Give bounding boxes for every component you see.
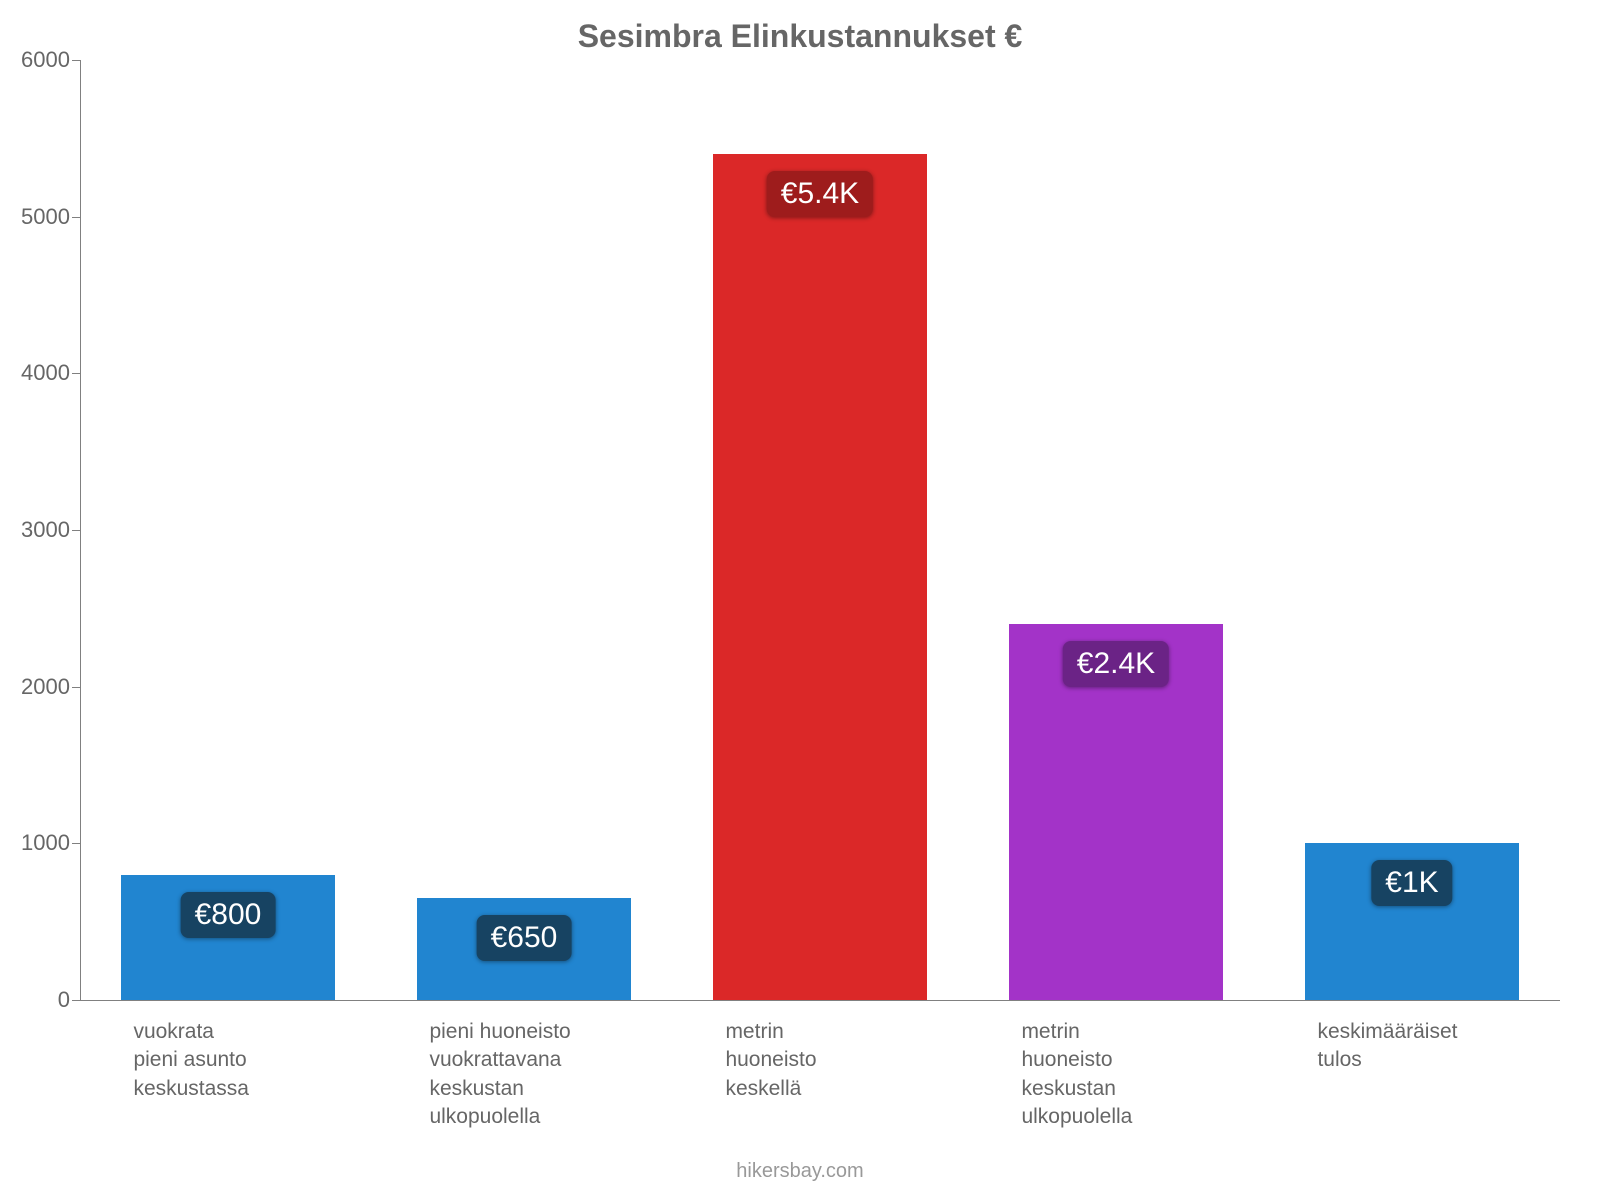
x-category-label-line: pieni asunto [133, 1046, 406, 1074]
x-axis-line [80, 1000, 1560, 1001]
y-tick-mark [72, 60, 80, 61]
x-category-label: keskimääräisettulos [1317, 1018, 1590, 1075]
y-tick-mark [72, 530, 80, 531]
x-category-label-line: metrin [725, 1018, 998, 1046]
y-tick-mark [72, 843, 80, 844]
value-badge: €5.4K [767, 171, 873, 217]
x-category-label-line: keskustan [429, 1075, 702, 1103]
chart-title: Sesimbra Elinkustannukset € [0, 18, 1600, 55]
y-tick-mark [72, 373, 80, 374]
x-category-label: pieni huoneistovuokrattavanakeskustanulk… [429, 1018, 702, 1131]
x-category-label-line: vuokrattavana [429, 1046, 702, 1074]
x-category-label: metrinhuoneistokeskellä [725, 1018, 998, 1103]
chart-container: Sesimbra Elinkustannukset € 010002000300… [0, 0, 1600, 1200]
x-category-label: vuokratapieni asuntokeskustassa [133, 1018, 406, 1103]
value-badge: €650 [477, 915, 572, 961]
x-category-label-line: pieni huoneisto [429, 1018, 702, 1046]
x-category-label-line: tulos [1317, 1046, 1590, 1074]
x-category-label-line: keskustassa [133, 1075, 406, 1103]
y-tick-mark [72, 217, 80, 218]
attribution: hikersbay.com [0, 1160, 1600, 1183]
y-tick-mark [72, 1000, 80, 1001]
x-category-label-line: keskustan [1021, 1075, 1294, 1103]
bar [713, 154, 926, 1000]
plot-area: 0100020003000400050006000€800vuokratapie… [80, 60, 1560, 1000]
x-category-label-line: ulkopuolella [429, 1103, 702, 1131]
x-category-label-line: huoneisto [725, 1046, 998, 1074]
x-category-label-line: metrin [1021, 1018, 1294, 1046]
x-category-label-line: keskellä [725, 1075, 998, 1103]
x-category-label-line: huoneisto [1021, 1046, 1294, 1074]
y-tick-mark [72, 687, 80, 688]
y-axis-line [80, 60, 81, 1000]
x-category-label-line: keskimääräiset [1317, 1018, 1590, 1046]
x-category-label-line: ulkopuolella [1021, 1103, 1294, 1131]
value-badge: €800 [181, 892, 276, 938]
x-category-label: metrinhuoneistokeskustanulkopuolella [1021, 1018, 1294, 1131]
value-badge: €2.4K [1063, 641, 1169, 687]
x-category-label-line: vuokrata [133, 1018, 406, 1046]
value-badge: €1K [1371, 860, 1452, 906]
